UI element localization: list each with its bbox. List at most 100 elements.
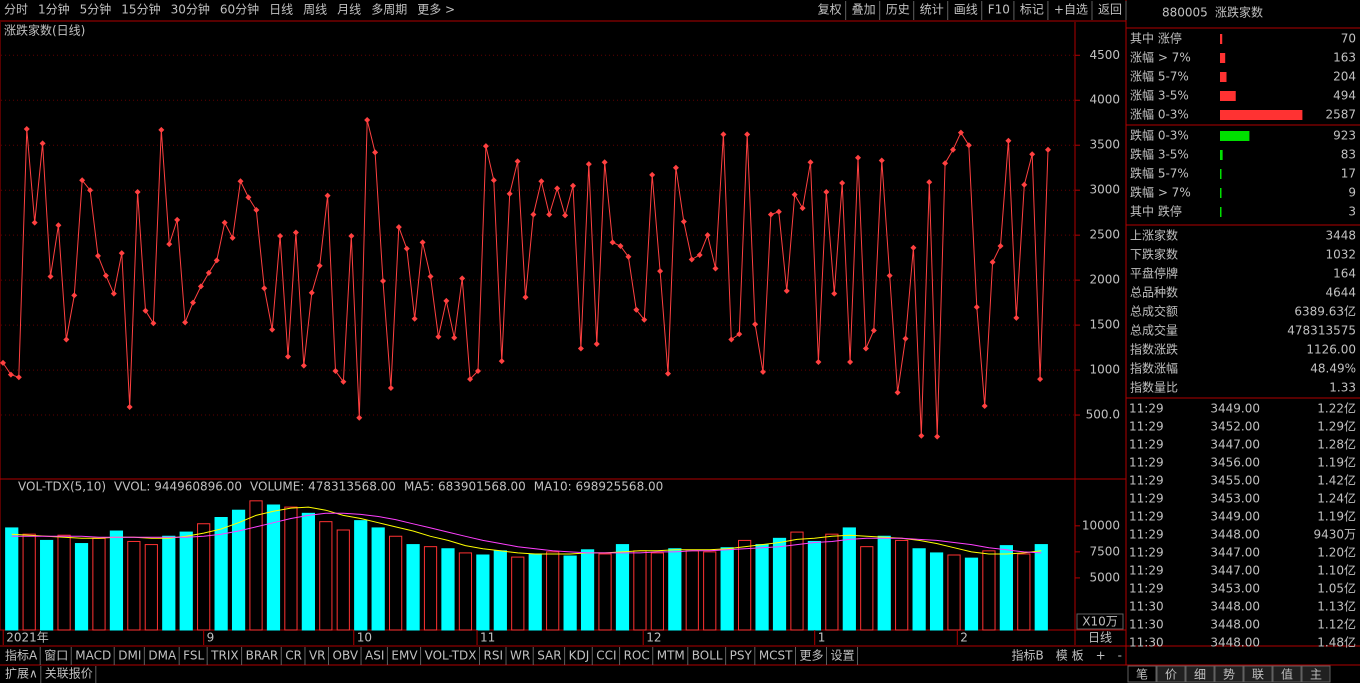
indicator-tab[interactable]: - bbox=[1118, 649, 1122, 663]
tick-time: 11:29 bbox=[1129, 546, 1164, 560]
toolbar-item[interactable]: 多周期 bbox=[371, 3, 407, 17]
indicator-tab[interactable]: ROC bbox=[624, 649, 650, 663]
indicator-tab[interactable]: 模 板 bbox=[1056, 649, 1084, 663]
indicator-tab[interactable]: PSY bbox=[730, 649, 753, 663]
panel-tab-label[interactable]: 价 bbox=[1165, 668, 1177, 682]
panel-tab[interactable] bbox=[1243, 665, 1273, 683]
toolbar-item[interactable]: 更多 > bbox=[417, 3, 455, 17]
toolbar-button[interactable]: 标记 bbox=[1020, 3, 1044, 17]
toolbar-item[interactable]: 周线 bbox=[303, 3, 327, 17]
point bbox=[102, 272, 109, 279]
toolbar-item[interactable]: 5分钟 bbox=[80, 2, 112, 17]
tick-volume: 1.42亿 bbox=[1317, 473, 1356, 488]
panel-tab-label[interactable]: 笔 bbox=[1136, 667, 1148, 682]
point bbox=[39, 140, 46, 147]
point bbox=[965, 142, 972, 149]
volume-bar bbox=[1017, 553, 1031, 631]
indicator-tab[interactable]: MTM bbox=[657, 649, 685, 663]
point bbox=[807, 159, 814, 166]
tick-volume: 1.12亿 bbox=[1317, 617, 1356, 632]
point bbox=[435, 333, 442, 340]
stat-label: 总成交量 bbox=[1130, 323, 1178, 338]
indicator-tab[interactable]: + bbox=[1096, 649, 1106, 663]
indicator-tab[interactable]: 窗口 bbox=[44, 649, 68, 663]
indicator-tab[interactable]: MACD bbox=[75, 649, 111, 663]
indicator-tab[interactable]: VOL-TDX bbox=[425, 649, 477, 663]
panel-tab[interactable] bbox=[1156, 665, 1186, 683]
indicator-tab[interactable]: RSI bbox=[484, 649, 504, 663]
panel-tab[interactable] bbox=[1272, 665, 1302, 683]
tick-time: 11:30 bbox=[1129, 600, 1164, 614]
indicator-tab[interactable]: 设置 bbox=[831, 649, 855, 663]
tick-price: 3453.00 bbox=[1210, 492, 1260, 506]
toolbar-item[interactable]: 月线 bbox=[337, 3, 361, 17]
point bbox=[253, 206, 260, 213]
toolbar-button[interactable]: 复权 bbox=[818, 3, 842, 17]
indicator-title: VOL-TDX(5,10) bbox=[18, 480, 106, 494]
panel-tab-label[interactable]: 细 bbox=[1194, 668, 1206, 682]
indicator-tab[interactable]: VR bbox=[309, 649, 326, 663]
volume-bar bbox=[458, 552, 473, 631]
indicator-tab[interactable]: OBV bbox=[333, 649, 359, 663]
indicator-tab[interactable]: DMI bbox=[118, 649, 141, 663]
toolbar-item[interactable]: 60分钟 bbox=[220, 2, 259, 17]
toolbar-button[interactable]: 叠加 bbox=[852, 3, 876, 17]
point bbox=[387, 385, 394, 392]
toolbar-item[interactable]: 分时 bbox=[4, 3, 28, 17]
toolbar-button[interactable]: 历史 bbox=[886, 3, 910, 17]
indicator-tab[interactable]: 更多 bbox=[800, 649, 824, 663]
toolbar-button[interactable]: 返回 bbox=[1098, 3, 1122, 17]
volume-bar bbox=[668, 548, 682, 631]
point bbox=[918, 432, 925, 439]
panel-tab-label[interactable]: 联 bbox=[1252, 668, 1264, 682]
volume-bar bbox=[546, 551, 560, 631]
point bbox=[973, 304, 980, 311]
panel-tab-label[interactable]: 主 bbox=[1310, 668, 1322, 682]
indicator-tab[interactable]: SAR bbox=[537, 649, 561, 663]
point bbox=[981, 403, 988, 410]
toolbar-button[interactable]: +自选 bbox=[1054, 3, 1088, 17]
toolbar-item[interactable]: 日线 bbox=[269, 3, 293, 17]
indicator-tab[interactable]: MCST bbox=[759, 649, 793, 663]
point bbox=[277, 233, 284, 240]
status-tab[interactable]: 扩展∧ bbox=[5, 667, 38, 681]
indicator-tab[interactable]: DMA bbox=[148, 649, 177, 663]
point bbox=[1045, 146, 1051, 153]
indicator-tab[interactable]: BOLL bbox=[692, 649, 723, 663]
panel-tab[interactable] bbox=[1214, 665, 1244, 683]
status-tab[interactable]: 关联报价 bbox=[45, 666, 93, 681]
toolbar-item[interactable]: 15分钟 bbox=[121, 2, 160, 17]
indicator-tab[interactable]: BRAR bbox=[246, 649, 279, 663]
point bbox=[174, 216, 181, 223]
toolbar-item[interactable]: 1分钟 bbox=[38, 2, 70, 17]
indicator-tab[interactable]: ASI bbox=[365, 649, 384, 663]
panel-tab[interactable] bbox=[1301, 665, 1331, 683]
dist-value: 204 bbox=[1333, 70, 1356, 84]
toolbar-button[interactable]: 画线 bbox=[954, 3, 978, 17]
panel-tab-label[interactable]: 值 bbox=[1281, 667, 1293, 682]
indicator-tab[interactable]: CCI bbox=[596, 649, 616, 663]
indicator-tab[interactable]: KDJ bbox=[569, 649, 590, 663]
indicator-tab[interactable]: CR bbox=[285, 649, 302, 663]
point bbox=[364, 117, 371, 124]
panel-tab[interactable] bbox=[1127, 665, 1157, 683]
volume-bar bbox=[772, 537, 787, 631]
indicator-tab[interactable]: EMV bbox=[391, 649, 418, 663]
toolbar-button[interactable]: 统计 bbox=[920, 3, 944, 17]
point bbox=[641, 316, 648, 323]
point bbox=[197, 283, 204, 290]
point bbox=[395, 224, 402, 231]
panel-tab[interactable] bbox=[1185, 665, 1215, 683]
indicator-tab[interactable]: FSL bbox=[183, 649, 204, 663]
indicator-tab[interactable]: 指标A bbox=[5, 648, 38, 663]
volume-bar bbox=[1034, 544, 1048, 631]
toolbar-button[interactable]: F10 bbox=[988, 3, 1010, 17]
volume-bar bbox=[57, 534, 71, 631]
toolbar-item[interactable]: 30分钟 bbox=[171, 2, 210, 17]
volume-bar bbox=[406, 544, 420, 631]
indicator-tab[interactable]: TRIX bbox=[210, 649, 238, 663]
point bbox=[316, 262, 323, 269]
panel-tab-label[interactable]: 势 bbox=[1223, 668, 1235, 682]
indicator-tab[interactable]: 指标B bbox=[1012, 648, 1044, 663]
indicator-tab[interactable]: WR bbox=[510, 649, 530, 663]
